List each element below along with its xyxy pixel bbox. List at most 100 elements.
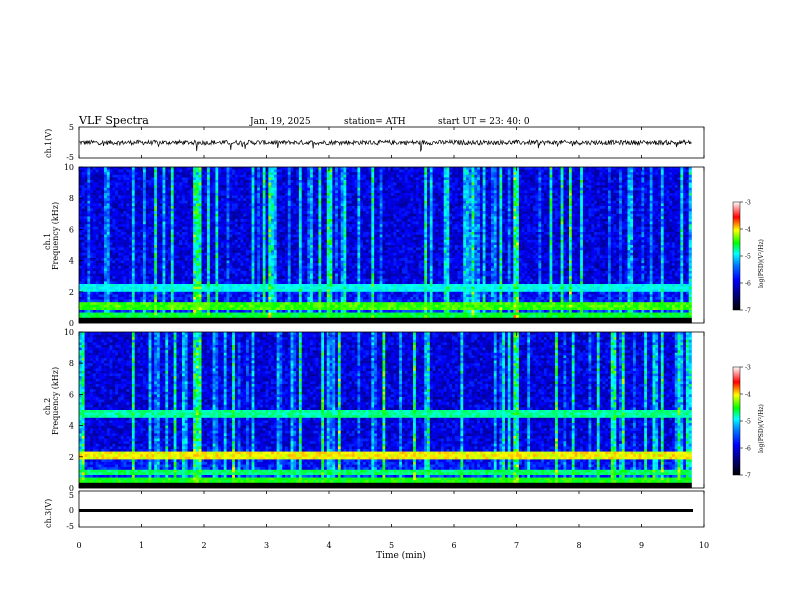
spectrogram-cell: [639, 177, 642, 180]
spectrogram-cell: [293, 209, 296, 212]
spectrogram-cell: [135, 198, 138, 201]
spectrogram-cell: [541, 193, 544, 196]
spectrogram-cell: [285, 214, 288, 217]
spectrogram-cell: [260, 193, 263, 196]
spectrogram-cell: [641, 185, 644, 188]
spectrogram-cell: [174, 172, 177, 175]
spectrogram-cell: [485, 175, 488, 178]
spectrogram-cell: [524, 196, 527, 199]
spectrogram-cell: [371, 196, 374, 199]
spectrogram-cell: [118, 177, 121, 180]
spectrogram-cell: [552, 211, 555, 214]
ch1-wave-ytick-5: 5: [69, 123, 74, 132]
spectrogram-cell: [472, 201, 475, 204]
spectrogram-cell: [611, 175, 614, 178]
spectrogram-cell: [449, 185, 452, 188]
spectrogram-cell: [330, 190, 333, 193]
spectrogram-cell: [313, 190, 316, 193]
spectrogram-cell: [485, 209, 488, 212]
spectrogram-cell: [458, 201, 461, 204]
spectrogram-cell: [238, 198, 241, 201]
spectrogram-cell: [533, 177, 536, 180]
spectrogram-cell: [614, 198, 617, 201]
spectrogram-cell: [675, 203, 678, 206]
spectrogram-cell: [157, 224, 160, 227]
spectrogram-cell: [254, 216, 257, 219]
spectrogram-cell: [410, 185, 413, 188]
spectrogram-cell: [190, 224, 193, 227]
spectrogram-cell: [207, 224, 210, 227]
spectrogram-cell: [508, 177, 511, 180]
spectrogram-cell: [577, 180, 580, 183]
spectrogram-cell: [583, 206, 586, 209]
spectrogram-cell: [433, 172, 436, 175]
spectrogram-cell: [355, 180, 358, 183]
spectrogram-cell: [455, 214, 458, 217]
spectrogram-cell: [324, 201, 327, 204]
spectrogram-cell: [458, 196, 461, 199]
spectrogram-cell: [441, 175, 444, 178]
spectrogram-cell: [163, 183, 166, 186]
spectrogram-cell: [87, 190, 90, 193]
spectrogram-cell: [190, 193, 193, 196]
spectrogram-cell: [683, 172, 686, 175]
spectrogram-cell: [572, 183, 575, 186]
spectrogram-cell: [650, 183, 653, 186]
spectrogram-cell: [316, 206, 319, 209]
spectrogram-cell: [293, 177, 296, 180]
spectrogram-cell: [227, 183, 230, 186]
spectrogram-cell: [210, 183, 213, 186]
spectrogram-cell: [224, 172, 227, 175]
spectrogram-cell: [627, 222, 630, 225]
spectrogram-cell: [547, 203, 550, 206]
spectrogram-cell: [491, 198, 494, 201]
spectrogram-cell: [536, 216, 539, 219]
spectrogram-cell: [441, 211, 444, 214]
spectrogram-cell: [268, 214, 271, 217]
spectrogram-cell: [238, 214, 241, 217]
spectrogram-cell: [213, 219, 216, 222]
spectrogram-cell: [129, 170, 132, 173]
spectrogram-cell: [575, 190, 578, 193]
spectrogram-cell: [421, 190, 424, 193]
spectrogram-cell: [499, 216, 502, 219]
spectrogram-cell: [213, 206, 216, 209]
spectrogram-cell: [410, 180, 413, 183]
spectrogram-cell: [474, 193, 477, 196]
spectrogram-cell: [215, 196, 218, 199]
spectrogram-cell: [104, 206, 107, 209]
spectrogram-cell: [288, 198, 291, 201]
spectrogram-cell: [160, 190, 163, 193]
spectrogram-cell: [82, 177, 85, 180]
spectrogram-cell: [655, 193, 658, 196]
spectrogram-cell: [505, 170, 508, 173]
spectrogram-cell: [249, 209, 252, 212]
spectrogram-cell: [137, 175, 140, 178]
spectrogram-cell: [202, 209, 205, 212]
spectrogram-cell: [435, 203, 438, 206]
spectrogram-cell: [146, 180, 149, 183]
spectrogram-cell: [558, 185, 561, 188]
spectrogram-cell: [524, 183, 527, 186]
spectrogram-cell: [547, 167, 550, 170]
spectrogram-cell: [151, 196, 154, 199]
spectrogram-cell: [405, 167, 408, 170]
spectrogram-cell: [115, 170, 118, 173]
spectrogram-cell: [249, 214, 252, 217]
spectrogram-cell: [321, 170, 324, 173]
spectrogram-cell: [327, 219, 330, 222]
spectrogram-cell: [118, 196, 121, 199]
spectrogram-cell: [268, 188, 271, 191]
spectrogram-cell: [391, 193, 394, 196]
spectrogram-cell: [327, 216, 330, 219]
spectrogram-cell: [268, 170, 271, 173]
spectrogram-cell: [577, 175, 580, 178]
spectrogram-cell: [544, 211, 547, 214]
spectrogram-cell: [483, 203, 486, 206]
spectrogram-cell: [636, 190, 639, 193]
spectrogram-cell: [458, 206, 461, 209]
spectrogram-cell: [332, 201, 335, 204]
spectrogram-cell: [137, 224, 140, 227]
spectrogram-cell: [174, 222, 177, 225]
spectrogram-cell: [369, 206, 372, 209]
